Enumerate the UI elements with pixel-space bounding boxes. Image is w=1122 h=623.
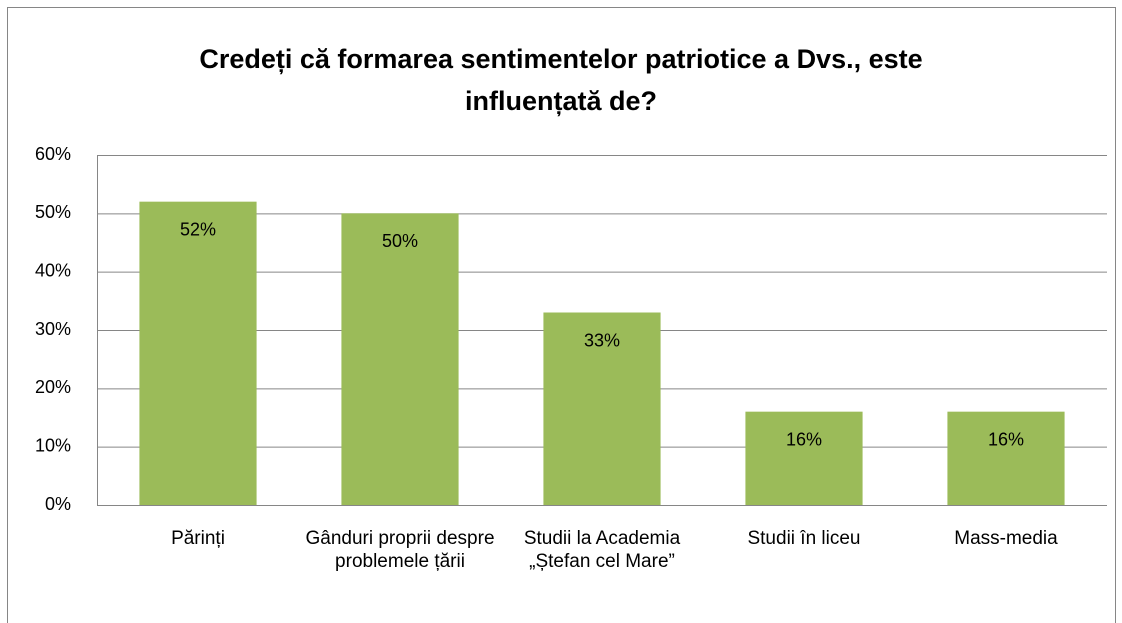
x-tick-label: Studii în liceu <box>747 528 861 549</box>
data-label: 33% <box>584 330 620 350</box>
x-tick-label: Părinți <box>171 528 225 549</box>
data-label: 50% <box>382 231 418 251</box>
x-tick-label: Gânduri proprii despre problemele țării <box>305 528 495 572</box>
chart-frame <box>7 7 1116 623</box>
bar <box>341 213 459 506</box>
chart-title: Credeți că formarea sentimentelor patrio… <box>199 44 923 116</box>
x-tick-label: Studii la Academia „Ștefan cel Mare” <box>523 528 681 572</box>
data-label: 16% <box>786 429 822 449</box>
x-tick-label: Mass-media <box>954 528 1058 549</box>
y-tick-label: 0% <box>45 494 71 514</box>
bar <box>745 411 863 505</box>
bar <box>543 312 661 505</box>
data-label: 16% <box>988 429 1024 449</box>
data-label: 52% <box>180 219 216 239</box>
y-tick-label: 30% <box>35 319 71 339</box>
y-tick-label: 20% <box>35 377 71 397</box>
y-tick-label: 60% <box>35 144 71 164</box>
bar <box>139 201 257 505</box>
y-tick-label: 50% <box>35 202 71 222</box>
y-tick-label: 10% <box>35 435 71 455</box>
y-tick-label: 40% <box>35 260 71 280</box>
bar <box>947 411 1065 505</box>
